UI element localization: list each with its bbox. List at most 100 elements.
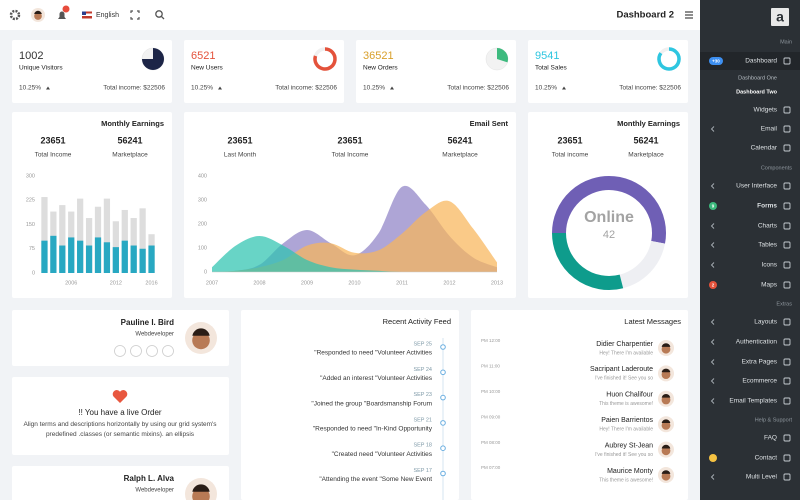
message-name[interactable]: Maurice Monty [607,468,653,475]
timeline-dot [440,394,446,401]
summary-value: 23651 [227,135,252,145]
bar [94,237,102,273]
social-icon[interactable] [114,345,126,357]
active-item-bg [700,52,800,70]
topbar [0,0,700,30]
stat-value: 9541 [535,50,559,62]
social-icon[interactable] [162,345,174,357]
notification-icon[interactable] [58,11,66,20]
card-title: Latest Messages [624,317,681,326]
menu-item[interactable]: Multi Level [746,474,778,481]
avatar-face [34,12,42,20]
badge [709,202,717,210]
activity-date: SEP 23 [413,392,432,398]
card [184,40,344,103]
donut-title: Online [584,209,634,226]
settings-icon[interactable] [9,9,21,21]
flag-stripe [82,13,92,16]
search-handle [160,15,165,20]
stat-label: New Orders [363,65,398,72]
fullscreen-icon[interactable] [130,10,140,20]
donut-segment [552,232,624,290]
menu-item[interactable]: Authentication [736,339,778,346]
profile-name: Pauline I. Bird [121,318,174,327]
summary-label: Marketplace [442,152,478,159]
menu-item[interactable]: Email [761,126,778,133]
message-name[interactable]: Aubrey St-Jean [605,442,653,449]
avatar-face [661,421,671,430]
x-tick-label: 2012 [110,280,122,286]
menu-icon [783,318,791,326]
menu-item[interactable]: FAQ [764,435,777,442]
menu-icon [783,358,791,366]
timeline-dot [440,420,446,426]
timeline-dot [440,445,446,452]
message-name[interactable]: Didier Charpentier [596,341,653,348]
menu-item[interactable]: Contact [755,455,778,462]
bar [68,237,75,273]
activity-text: "Responded to need "In-Kind Opportunity [313,426,433,433]
message-name[interactable]: Paien Barrientos [601,417,653,424]
language-selector[interactable]: English [96,12,119,19]
x-tick-label: 2009 [301,280,313,286]
card [12,377,229,455]
badge [709,454,717,462]
chevron [710,319,715,325]
menu-item[interactable]: User Interface [736,183,777,190]
menu-item[interactable]: Maps [761,282,778,289]
area-group [212,185,497,272]
x-tick-label: 2013 [491,280,503,286]
avatar-hair [661,368,671,373]
bar [59,205,66,273]
y-tick-label: 200 [198,221,207,227]
summary-label: Total Income [332,152,369,159]
menu-item[interactable]: Extra Pages [742,359,778,366]
page-title: Dashboard 2 [616,10,674,21]
social-icon[interactable] [146,345,158,357]
menu-item[interactable]: Icons [761,262,777,269]
social-icon[interactable] [130,345,142,357]
donut-segment [552,176,666,244]
activity-text: "Attending the event "Some New Event [319,476,432,483]
y-tick-label: 100 [198,245,207,251]
menu-item[interactable]: Calendar [751,145,778,152]
activity-text: "Added an interest "Volunteer Activities [320,375,433,382]
menu-item[interactable]: Ecommerce [742,378,777,385]
menu-icon [783,377,791,385]
menu-header: Main [780,39,792,45]
bar [41,240,48,273]
menu-item[interactable]: Tables [758,242,778,249]
chevron [710,242,715,248]
menu-item[interactable]: Widgets [754,107,778,114]
message-text: Hey! There I'm available [599,350,653,356]
activity-date: SEP 21 [413,417,432,423]
bar [121,240,128,273]
menu-icon [783,182,791,190]
menu-item[interactable]: Layouts [754,319,778,326]
bar [77,240,84,273]
message-name[interactable]: Huon Chalifour [606,392,653,399]
message-text: I've finished it! See you so [595,376,653,382]
menu-icon [783,261,791,269]
menu-item[interactable]: Forms [757,203,777,210]
message-name[interactable]: Sacripant Laderoute [590,366,653,373]
menu-item[interactable]: Email Templates [729,398,777,405]
donut-segment [619,240,665,289]
submenu-item[interactable]: Dashboard One [738,75,777,81]
bar [130,245,137,273]
x-tick-label: 2016 [145,280,157,286]
menu-item[interactable]: Charts [758,223,778,230]
submenu-item[interactable]: Dashboard Two [736,89,777,95]
bar [103,198,111,273]
menu-icon [783,338,791,346]
search-icon[interactable] [155,10,163,18]
summary-label: Total Income [35,152,72,159]
activity-date: SEP 25 [413,341,432,347]
menu-item[interactable]: Dashboard [745,58,777,65]
menu-icon [783,281,791,289]
menu-header: Extras [776,301,792,307]
bar [148,245,155,273]
summary-label: Marketplace [628,152,664,159]
avatar-face [661,370,671,379]
